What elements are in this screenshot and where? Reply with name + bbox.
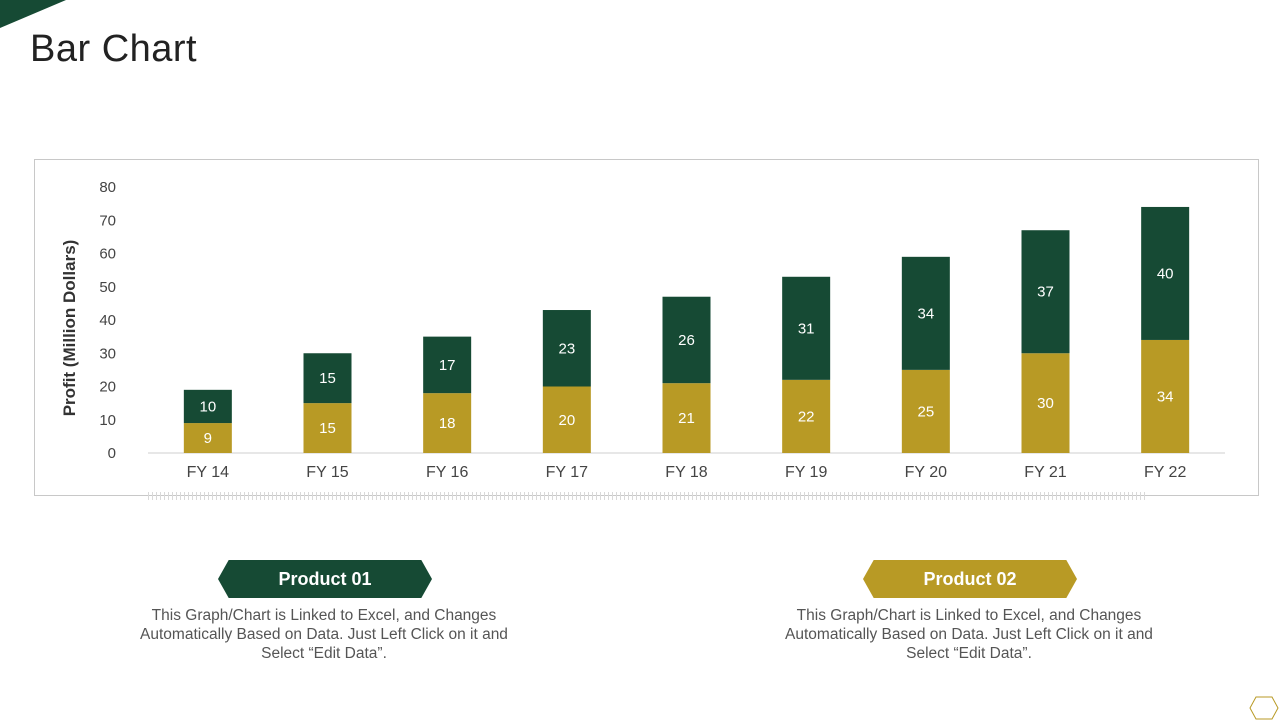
bar-value-label: 17 [439, 357, 456, 374]
bar-product-01 [303, 403, 352, 453]
bar-product-01 [542, 386, 591, 453]
x-tick-label: FY 19 [785, 464, 828, 481]
x-tick-label: FY 18 [665, 464, 708, 481]
bar-value-label: 23 [558, 340, 575, 357]
bar-value-label: 18 [439, 415, 456, 432]
x-tick-label: FY 15 [306, 464, 349, 481]
chart-shadow [148, 492, 1146, 500]
bar-product-02 [1141, 206, 1190, 340]
bar-value-label: 25 [917, 403, 934, 420]
x-tick-label: FY 21 [1024, 464, 1067, 481]
bar-product-02 [303, 353, 352, 404]
bar-value-label: 26 [678, 332, 695, 349]
bar-value-label: 15 [319, 420, 336, 437]
bar-chart: 0 10 20 30 40 50 60 70 80 Profit (Million Dollars… [60, 179, 1225, 481]
bar-value-label: 40 [1157, 265, 1174, 282]
y-tick-label: 50 [99, 279, 116, 296]
bar-product-02 [662, 296, 711, 384]
y-tick-label: 80 [99, 179, 116, 196]
bar-value-label: 21 [678, 410, 695, 427]
product-02-description: This Graph/Chart is Linked to Excel, and… [785, 607, 1153, 662]
y-tick-label: 40 [99, 312, 116, 329]
bar-value-label: 34 [917, 305, 934, 322]
bar-value-label: 31 [798, 320, 815, 337]
y-tick-label: 70 [99, 212, 116, 229]
bar-value-label: 34 [1157, 388, 1174, 405]
product-01-description: This Graph/Chart is Linked to Excel, and… [140, 607, 508, 662]
hexagon-icon [1249, 696, 1279, 720]
x-tick-label: FY 17 [546, 464, 589, 481]
bar-product-01 [1141, 339, 1190, 453]
bar-product-02 [901, 256, 950, 370]
chart-frame: 0 10 20 30 40 50 60 70 80 Profit (Million Dollars… [34, 159, 1259, 496]
bar-value-label: 20 [558, 412, 575, 429]
y-tick-label: 0 [108, 445, 116, 462]
bar-value-label: 10 [199, 398, 216, 415]
bar-product-01 [1021, 353, 1070, 453]
product-02-badge: Product 02 [863, 560, 1077, 598]
corner-accent [0, 0, 66, 28]
bar-product-02 [782, 276, 831, 380]
bar-value-label: 30 [1037, 395, 1054, 412]
y-tick-label: 10 [99, 412, 116, 429]
product-01-badge: Product 01 [218, 560, 432, 598]
x-tick-label: FY 20 [905, 464, 948, 481]
bar-product-01 [662, 383, 711, 453]
bar-product-01 [183, 423, 232, 453]
y-axis-title: Profit (Million Dollars) [60, 240, 79, 417]
bar-product-02 [1021, 230, 1070, 354]
bar-product-01 [901, 369, 950, 453]
y-tick-label: 60 [99, 246, 116, 263]
x-tick-label: FY 14 [187, 464, 230, 481]
bar-product-01 [782, 379, 831, 453]
bar-value-label: 37 [1037, 284, 1054, 301]
y-tick-label: 20 [99, 379, 116, 396]
bar-product-02 [542, 310, 591, 387]
bar-product-01 [423, 393, 472, 453]
bar-value-label: 22 [798, 408, 815, 425]
x-tick-label: FY 22 [1144, 464, 1187, 481]
page-title: Bar Chart [30, 28, 198, 70]
bar-product-02 [183, 389, 232, 424]
bar-value-label: 9 [204, 430, 212, 447]
x-tick-label: FY 16 [426, 464, 469, 481]
bar-value-label: 15 [319, 370, 336, 387]
y-tick-label: 30 [99, 345, 116, 362]
bar-product-02 [423, 336, 472, 394]
